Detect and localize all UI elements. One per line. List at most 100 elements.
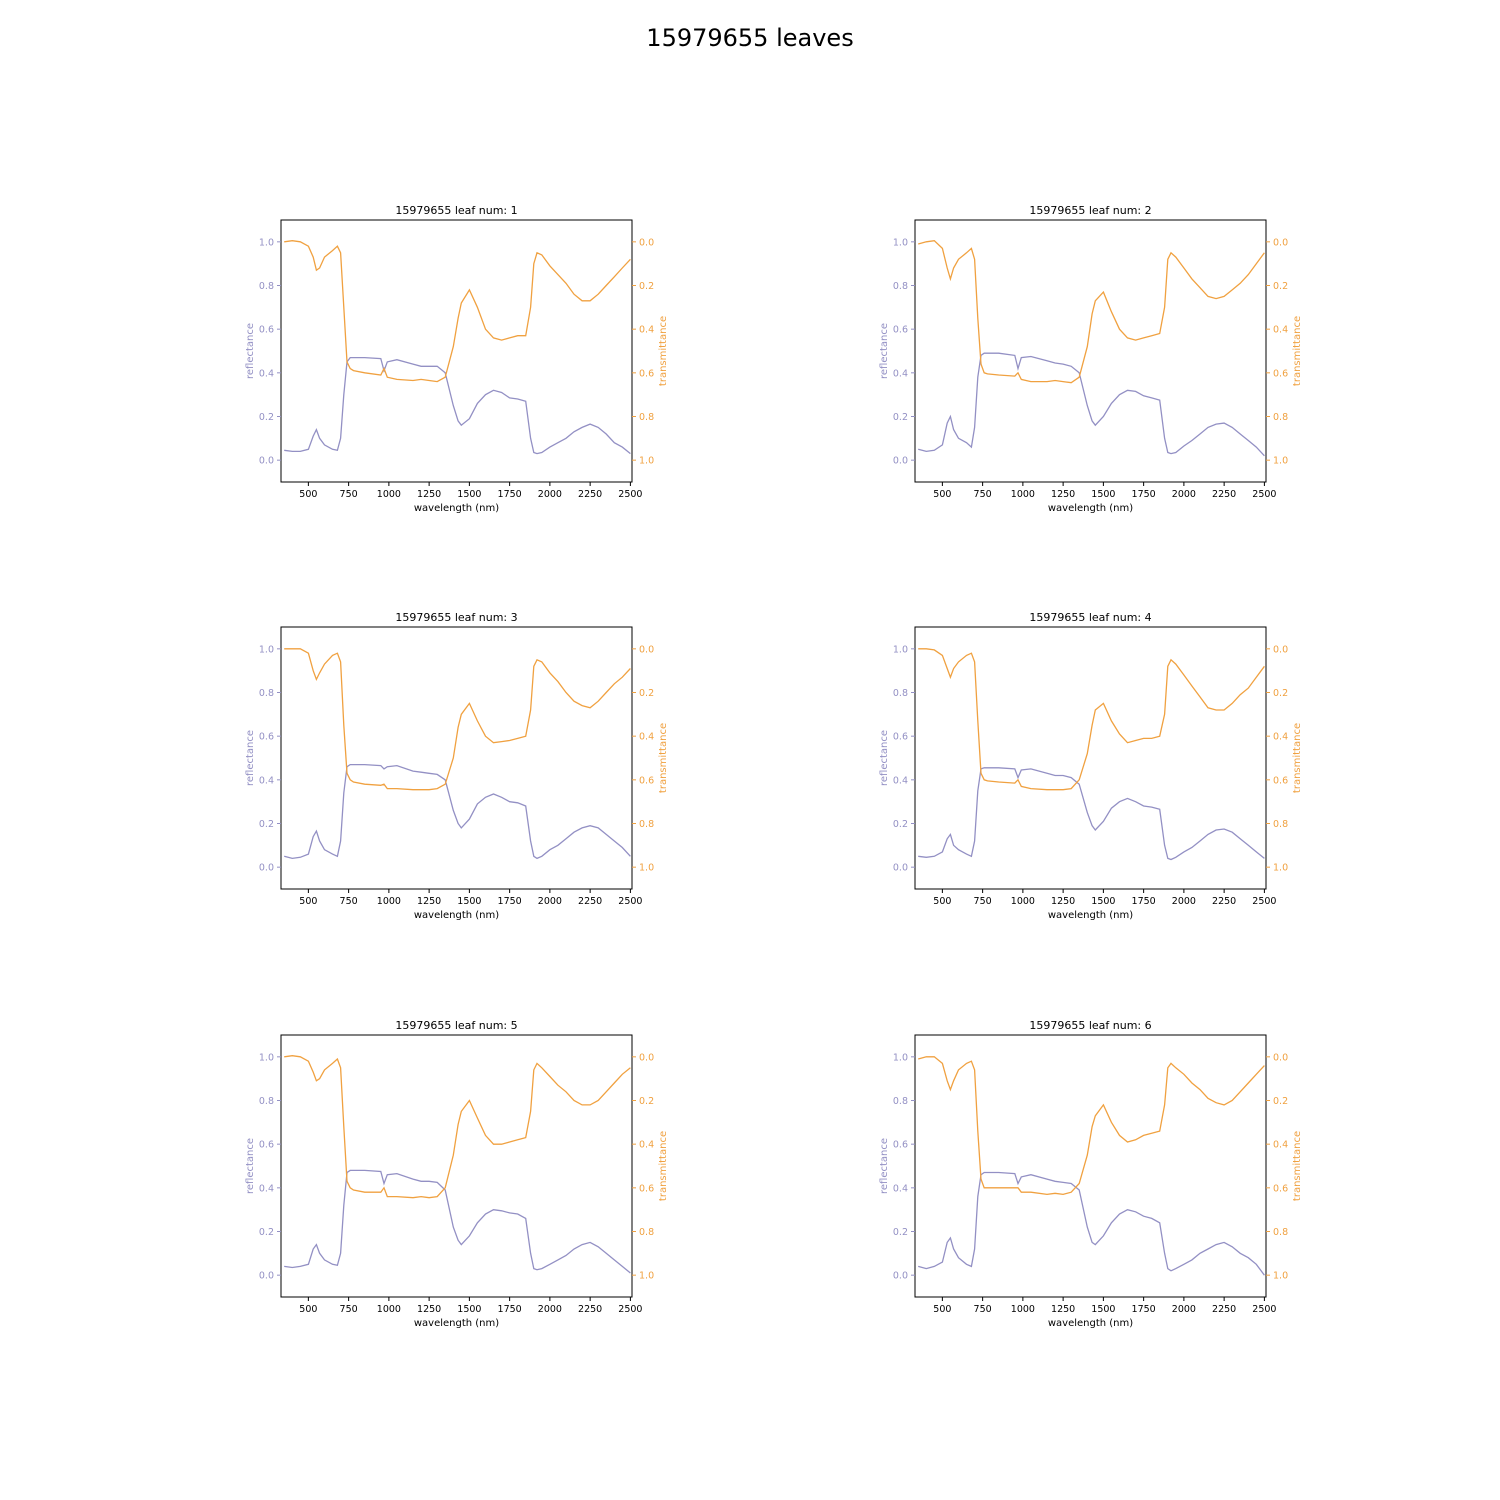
y2-tick-label: 0.6 (639, 368, 654, 379)
y-tick-label: 0.4 (893, 775, 908, 786)
y-tick-label: 0.8 (893, 1096, 908, 1107)
x-tick-label: 750 (340, 896, 358, 907)
y2-tick-label: 0.4 (1273, 325, 1288, 336)
x-tick-label: 1500 (1091, 1304, 1115, 1315)
y-tick-label: 0.4 (893, 368, 908, 379)
y-axis-label: reflectance (879, 730, 890, 786)
x-tick-label: 500 (933, 896, 951, 907)
plot-frame (280, 1034, 633, 1298)
y2-tick-label: 0.2 (1273, 281, 1288, 292)
y2-tick-label: 0.4 (639, 325, 654, 336)
x-axis-label: wavelength (nm) (1048, 910, 1133, 921)
x-tick-label: 1500 (1091, 489, 1115, 500)
x-axis-label: wavelength (nm) (414, 1318, 499, 1329)
y2-axis-label: transmittance (1292, 316, 1303, 386)
chart-title: 15979655 leaf num: 3 (395, 611, 517, 624)
y2-tick-label: 0.8 (639, 819, 654, 830)
y2-tick-label: 0.4 (639, 1140, 654, 1151)
series-line-transmittance (918, 240, 1265, 384)
x-tick-label: 750 (974, 489, 992, 500)
y2-tick-label: 0.4 (1273, 732, 1288, 743)
y-tick-label: 0.2 (259, 412, 274, 423)
y-tick-label: 0.6 (259, 1140, 274, 1151)
x-tick-label: 500 (299, 896, 317, 907)
y2-tick-label: 0.8 (1273, 819, 1288, 830)
x-tick-label: 1000 (1011, 489, 1035, 500)
x-tick-label: 2000 (1172, 896, 1196, 907)
x-tick-label: 1750 (1132, 1304, 1156, 1315)
y2-axis-label: transmittance (658, 316, 669, 386)
chart-title: 15979655 leaf num: 6 (1029, 1019, 1151, 1032)
series-line-transmittance (284, 648, 631, 791)
x-axis-label: wavelength (nm) (414, 503, 499, 514)
x-tick-label: 500 (299, 489, 317, 500)
y-tick-label: 0.8 (893, 688, 908, 699)
y-axis-label: reflectance (879, 323, 890, 379)
plot-frame (914, 1034, 1267, 1298)
x-tick-label: 1250 (1051, 896, 1075, 907)
series-line-transmittance (918, 648, 1265, 791)
x-tick-label: 2250 (578, 489, 602, 500)
series-line-reflectance (918, 1171, 1265, 1276)
y-tick-label: 0.0 (893, 863, 908, 874)
y2-tick-label: 0.8 (1273, 1227, 1288, 1238)
y2-tick-label: 0.4 (1273, 1140, 1288, 1151)
series-line-transmittance (284, 1055, 631, 1199)
x-tick-label: 500 (933, 489, 951, 500)
y2-tick-label: 0.2 (1273, 1096, 1288, 1107)
y-tick-label: 0.6 (259, 732, 274, 743)
y-tick-label: 0.6 (893, 732, 908, 743)
y2-axis-label: transmittance (1292, 723, 1303, 793)
x-tick-label: 2250 (1212, 489, 1236, 500)
chart-title: 15979655 leaf num: 2 (1029, 204, 1151, 217)
x-tick-label: 2000 (1172, 1304, 1196, 1315)
x-axis-label: wavelength (nm) (1048, 503, 1133, 514)
y-tick-label: 0.4 (259, 1183, 274, 1194)
y2-tick-label: 0.6 (1273, 775, 1288, 786)
y2-tick-label: 0.0 (1273, 237, 1288, 248)
x-tick-label: 2000 (1172, 489, 1196, 500)
y2-tick-label: 0.8 (639, 412, 654, 423)
x-tick-label: 750 (974, 1304, 992, 1315)
series-line-reflectance (918, 767, 1265, 861)
y-tick-label: 0.6 (259, 325, 274, 336)
x-tick-label: 1000 (1011, 896, 1035, 907)
plot-frame (914, 219, 1267, 483)
y-tick-label: 1.0 (259, 1052, 274, 1063)
y-axis-label: reflectance (245, 323, 256, 379)
series-line-reflectance (284, 1169, 631, 1274)
x-axis-label: wavelength (nm) (414, 910, 499, 921)
plot-frame (280, 219, 633, 483)
x-tick-label: 2500 (618, 489, 642, 500)
y2-tick-label: 0.6 (1273, 1183, 1288, 1194)
chart-title: 15979655 leaf num: 4 (1029, 611, 1151, 624)
y2-tick-label: 1.0 (1273, 456, 1288, 467)
y-tick-label: 0.2 (259, 819, 274, 830)
y-tick-label: 1.0 (893, 644, 908, 655)
y-axis-label: reflectance (245, 1138, 256, 1194)
y2-tick-label: 0.0 (1273, 644, 1288, 655)
chart-panel-6: 15979655 leaf num: 6 500 750 1000 1250 1500 17… (879, 1019, 1303, 1329)
x-tick-label: 750 (340, 1304, 358, 1315)
y2-tick-label: 1.0 (639, 456, 654, 467)
x-tick-label: 1000 (377, 489, 401, 500)
x-tick-label: 1250 (417, 896, 441, 907)
chart-panel-2: 15979655 leaf num: 2 500 750 1000 1250 1500 17… (879, 204, 1303, 514)
series-line-reflectance (284, 763, 631, 860)
y-tick-label: 0.6 (893, 325, 908, 336)
chart-panel-3: 15979655 leaf num: 3 500 750 1000 1250 1500 17… (245, 611, 669, 921)
x-tick-label: 1750 (498, 1304, 522, 1315)
y2-tick-label: 0.8 (639, 1227, 654, 1238)
x-tick-label: 2500 (1252, 896, 1276, 907)
y-tick-label: 0.8 (259, 688, 274, 699)
chart-panel-5: 15979655 leaf num: 5 500 750 1000 1250 1500 17… (245, 1019, 669, 1329)
x-tick-label: 500 (299, 1304, 317, 1315)
y2-axis-label: transmittance (1292, 1131, 1303, 1201)
x-tick-label: 1250 (417, 1304, 441, 1315)
x-tick-label: 1250 (1051, 489, 1075, 500)
x-tick-label: 1250 (417, 489, 441, 500)
chart-panel-4: 15979655 leaf num: 4 500 750 1000 1250 1500 17… (879, 611, 1303, 921)
x-tick-label: 1000 (377, 896, 401, 907)
y-tick-label: 0.4 (259, 368, 274, 379)
y-tick-label: 0.0 (259, 863, 274, 874)
